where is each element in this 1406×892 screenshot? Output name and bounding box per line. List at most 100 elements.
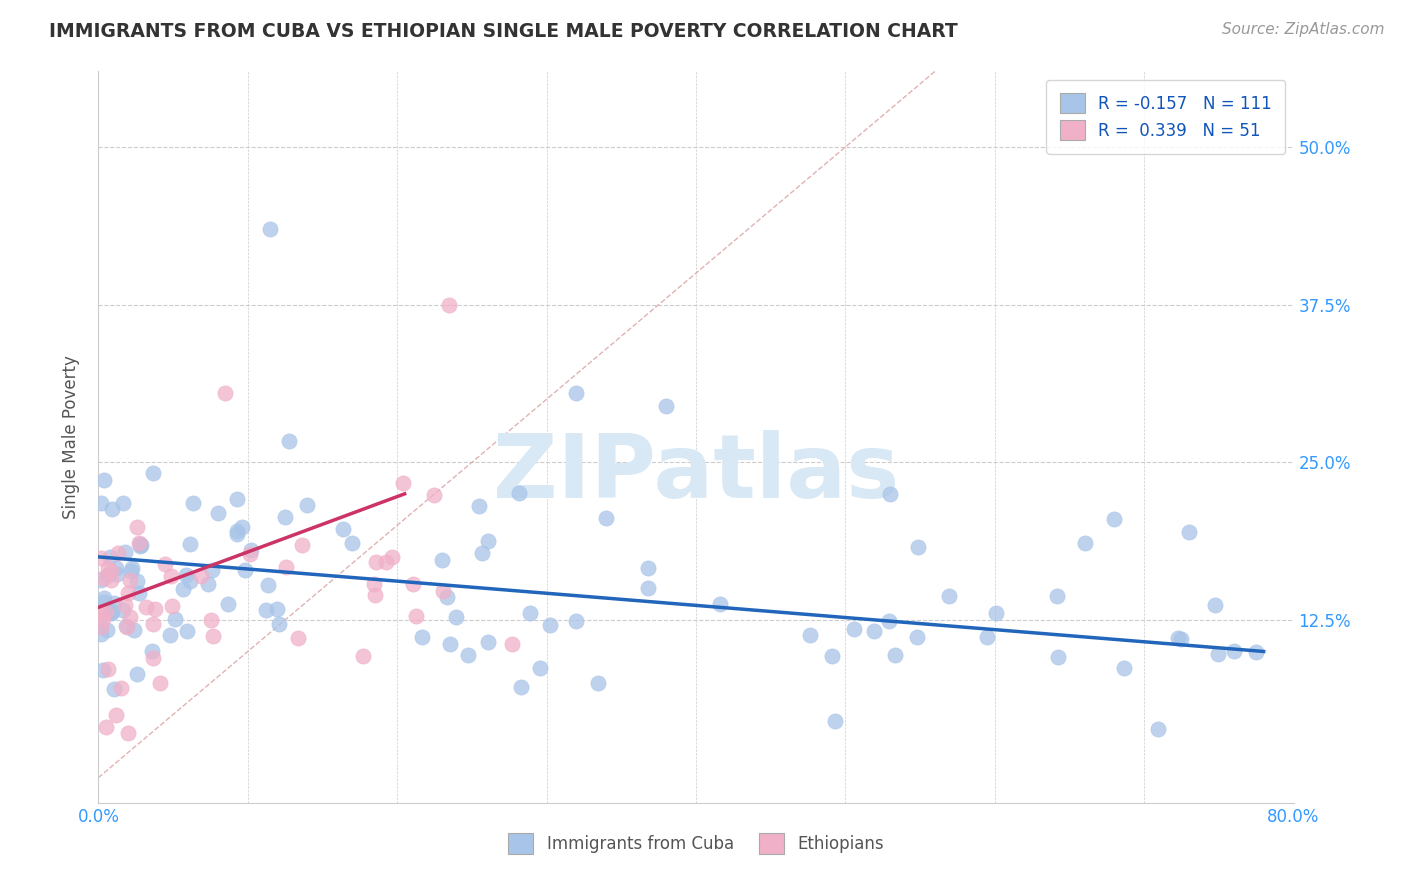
Point bbox=[510, 680, 533, 694]
Point bbox=[471, 546, 494, 560]
Point bbox=[105, 707, 128, 722]
Point bbox=[100, 564, 122, 578]
Point bbox=[508, 486, 530, 500]
Point bbox=[240, 542, 263, 557]
Point bbox=[411, 630, 433, 644]
Point bbox=[1206, 647, 1229, 661]
Point bbox=[159, 569, 181, 583]
Point bbox=[197, 577, 219, 591]
Point bbox=[115, 619, 138, 633]
Point bbox=[105, 566, 128, 581]
Point bbox=[93, 473, 115, 487]
Point bbox=[340, 536, 363, 550]
Point bbox=[91, 612, 114, 626]
Point bbox=[98, 549, 121, 564]
Point bbox=[117, 586, 139, 600]
Point bbox=[122, 624, 145, 638]
Legend: Immigrants from Cuba, Ethiopians: Immigrants from Cuba, Ethiopians bbox=[502, 827, 890, 860]
Point bbox=[1147, 722, 1170, 736]
Point bbox=[127, 666, 149, 681]
Point bbox=[90, 573, 112, 587]
Point bbox=[1170, 632, 1192, 646]
Point bbox=[143, 602, 166, 616]
Point bbox=[118, 609, 141, 624]
Point bbox=[226, 526, 249, 541]
Point bbox=[432, 584, 454, 599]
Point bbox=[884, 648, 907, 663]
Point bbox=[984, 607, 1007, 621]
Point bbox=[159, 628, 181, 642]
Point bbox=[1074, 536, 1097, 550]
Point bbox=[291, 538, 314, 552]
Point bbox=[225, 492, 247, 507]
Point bbox=[432, 553, 454, 567]
Point bbox=[100, 604, 122, 618]
Point bbox=[90, 606, 112, 620]
Point bbox=[129, 539, 152, 553]
Point bbox=[381, 549, 404, 564]
Point bbox=[254, 603, 277, 617]
Point bbox=[112, 496, 135, 510]
Point bbox=[149, 675, 172, 690]
Point bbox=[107, 546, 129, 560]
Point bbox=[179, 574, 201, 589]
Point bbox=[181, 496, 204, 510]
Point bbox=[231, 520, 253, 534]
Point bbox=[392, 476, 415, 491]
Point bbox=[115, 620, 138, 634]
Point bbox=[100, 573, 122, 587]
Point bbox=[225, 524, 247, 538]
Point bbox=[295, 498, 318, 512]
Point bbox=[259, 222, 281, 236]
Point bbox=[1046, 590, 1069, 604]
Point bbox=[128, 536, 150, 550]
Point bbox=[976, 630, 998, 644]
Point bbox=[176, 624, 198, 638]
Point bbox=[117, 726, 139, 740]
Point bbox=[200, 613, 222, 627]
Point bbox=[467, 499, 489, 513]
Y-axis label: Single Male Poverty: Single Male Poverty bbox=[62, 355, 80, 519]
Point bbox=[172, 582, 194, 596]
Point bbox=[141, 467, 163, 481]
Point bbox=[97, 567, 120, 582]
Point bbox=[877, 614, 900, 628]
Point bbox=[595, 511, 617, 525]
Point bbox=[402, 576, 425, 591]
Point bbox=[128, 586, 150, 600]
Text: ZIPatlas: ZIPatlas bbox=[494, 430, 898, 517]
Text: IMMIGRANTS FROM CUBA VS ETHIOPIAN SINGLE MALE POVERTY CORRELATION CHART: IMMIGRANTS FROM CUBA VS ETHIOPIAN SINGLE… bbox=[49, 22, 957, 41]
Point bbox=[239, 547, 262, 561]
Point bbox=[1104, 512, 1126, 526]
Point bbox=[135, 600, 157, 615]
Point bbox=[91, 663, 114, 677]
Point bbox=[1204, 598, 1226, 612]
Point bbox=[142, 651, 165, 665]
Point bbox=[565, 614, 588, 628]
Point bbox=[125, 520, 148, 534]
Point bbox=[121, 560, 143, 574]
Point bbox=[97, 561, 120, 575]
Point bbox=[97, 662, 120, 676]
Point bbox=[1178, 524, 1201, 539]
Point bbox=[637, 582, 659, 596]
Point bbox=[457, 648, 479, 663]
Point bbox=[100, 605, 122, 619]
Point bbox=[266, 602, 288, 616]
Point bbox=[114, 598, 136, 612]
Point bbox=[332, 522, 354, 536]
Point bbox=[444, 609, 467, 624]
Point bbox=[423, 488, 446, 502]
Point bbox=[90, 627, 112, 641]
Point bbox=[217, 597, 239, 611]
Point bbox=[352, 648, 374, 663]
Point bbox=[101, 501, 124, 516]
Point bbox=[160, 599, 183, 613]
Point bbox=[201, 563, 224, 577]
Point bbox=[201, 629, 224, 643]
Point bbox=[94, 720, 117, 734]
Point bbox=[179, 536, 201, 550]
Point bbox=[233, 563, 256, 577]
Point bbox=[90, 550, 112, 565]
Point bbox=[96, 623, 118, 637]
